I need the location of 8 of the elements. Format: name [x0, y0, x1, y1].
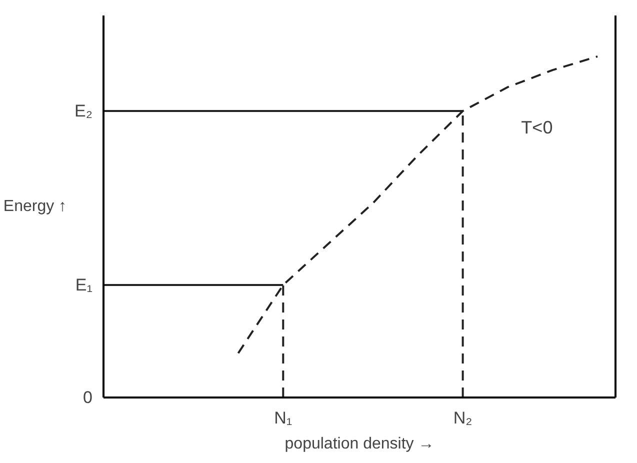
x-axis-title: population density → — [284, 436, 434, 452]
y-axis-title: Energy ↑ — [3, 198, 67, 215]
annotation: T<0 — [521, 118, 553, 138]
x-tick-label: N₂ — [453, 408, 472, 428]
ref-line-label: E₁ — [75, 275, 93, 294]
x-tick-label: N₁ — [274, 408, 292, 428]
text: 0 — [83, 388, 93, 407]
ref-line-label: E₂ — [74, 102, 93, 120]
